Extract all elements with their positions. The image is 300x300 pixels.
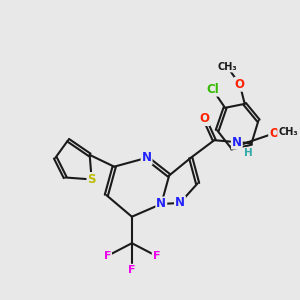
Text: F: F [128,265,136,275]
Text: S: S [87,173,96,186]
Text: F: F [103,251,111,261]
Text: H: H [244,148,253,158]
Text: N: N [232,136,242,149]
Text: F: F [153,251,160,261]
Text: N: N [142,151,152,164]
Text: CH₃: CH₃ [278,127,298,137]
Text: O: O [269,127,279,140]
Text: Cl: Cl [206,83,219,96]
Text: N: N [156,197,166,211]
Text: O: O [200,112,209,125]
Text: N: N [175,196,185,209]
Text: CH₃: CH₃ [217,61,237,72]
Text: O: O [235,78,245,91]
